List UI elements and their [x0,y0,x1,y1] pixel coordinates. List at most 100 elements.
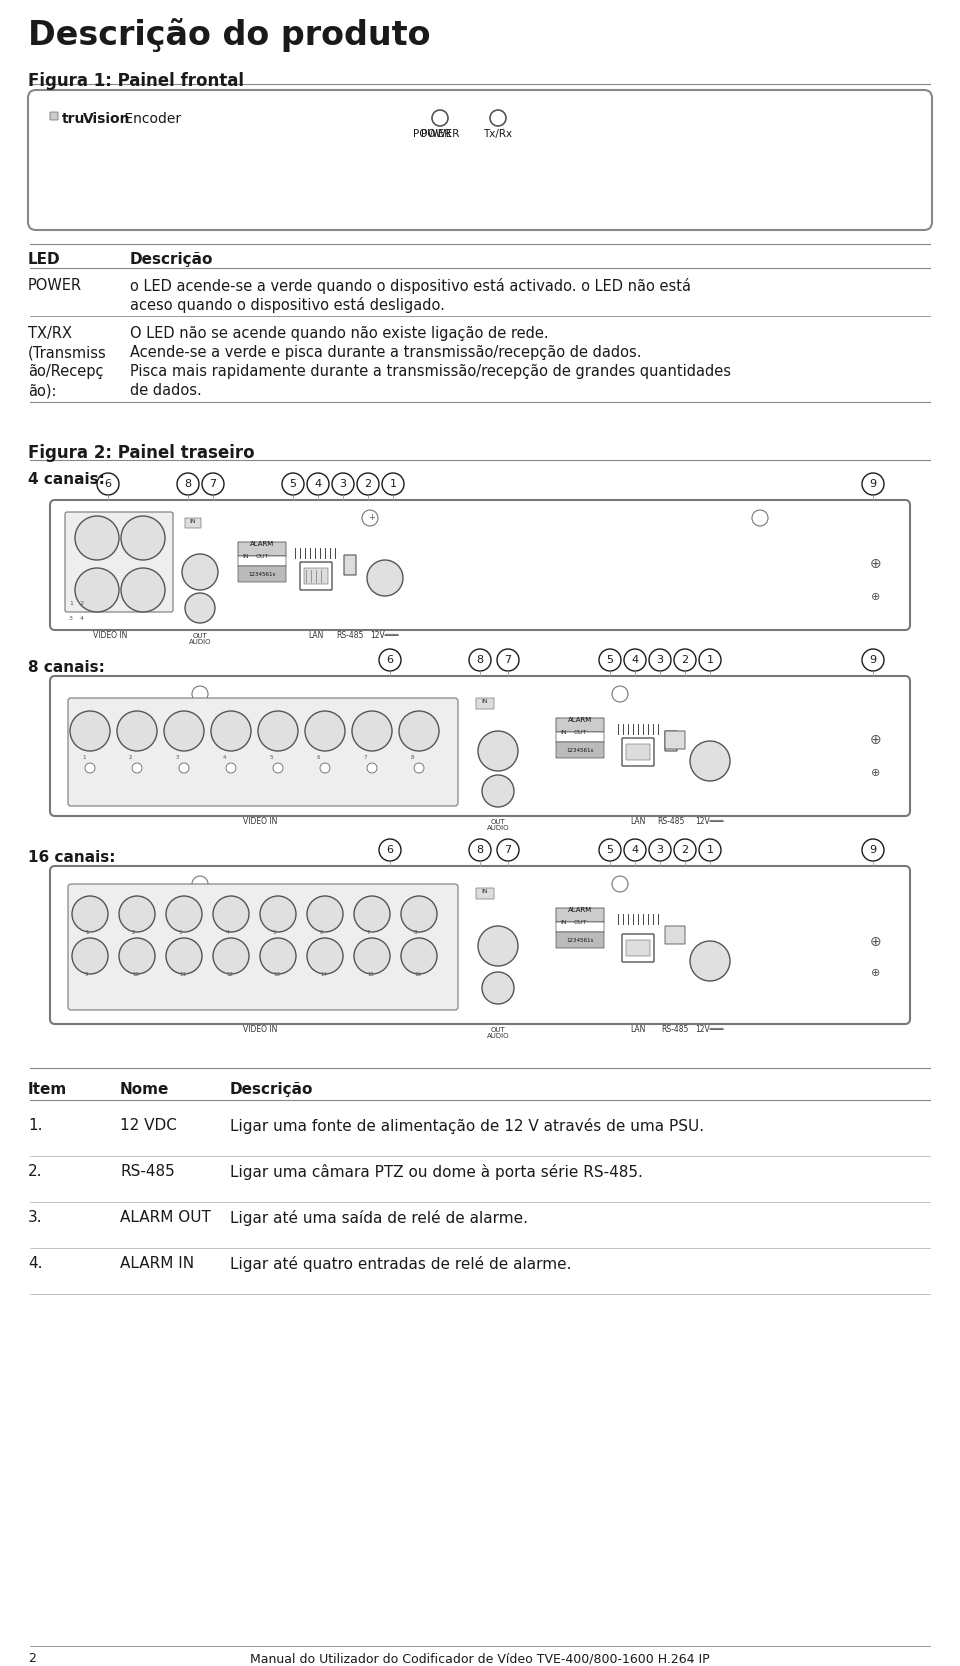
Circle shape [401,938,437,975]
Text: 3.: 3. [28,1210,42,1225]
Circle shape [478,926,518,966]
Text: 4: 4 [223,755,227,760]
Circle shape [121,516,165,560]
FancyBboxPatch shape [556,921,604,931]
Circle shape [75,568,119,611]
Text: Ligar até uma saída de relé de alarme.: Ligar até uma saída de relé de alarme. [230,1210,528,1226]
Text: +: + [368,513,374,521]
Circle shape [179,763,189,773]
Circle shape [399,711,439,751]
Text: 7: 7 [367,930,371,935]
FancyBboxPatch shape [344,555,356,575]
Text: 13: 13 [273,971,280,976]
Text: IN: IN [482,890,489,895]
Text: 6: 6 [320,930,324,935]
Circle shape [382,473,404,495]
Text: 8: 8 [476,845,484,855]
Circle shape [612,876,628,891]
Text: 5: 5 [270,755,274,760]
FancyBboxPatch shape [622,935,654,961]
Circle shape [482,775,514,806]
Text: 2.: 2. [28,1165,42,1180]
Circle shape [166,896,202,931]
FancyBboxPatch shape [65,511,173,611]
FancyBboxPatch shape [626,940,650,956]
Text: RS-485: RS-485 [658,816,684,826]
Text: 4: 4 [632,655,638,665]
FancyBboxPatch shape [50,112,58,120]
Text: 3: 3 [176,755,180,760]
FancyBboxPatch shape [50,500,910,630]
Circle shape [699,650,721,671]
Circle shape [273,763,283,773]
Circle shape [177,473,199,495]
Text: LED: LED [28,252,60,267]
Circle shape [305,711,345,751]
Circle shape [202,473,224,495]
Circle shape [260,938,296,975]
Text: 2: 2 [682,845,688,855]
Text: ALARM: ALARM [568,906,592,913]
Text: 1: 1 [707,845,713,855]
Text: LAN: LAN [631,816,646,826]
Text: OUT: OUT [491,820,505,825]
Text: 9: 9 [870,845,876,855]
Circle shape [132,763,142,773]
Circle shape [85,763,95,773]
Text: Pisca mais rapidamente durante a transmissão/recepção de grandes quantidades: Pisca mais rapidamente durante a transmi… [130,363,731,378]
Circle shape [192,686,208,701]
Circle shape [121,568,165,611]
Circle shape [97,473,119,495]
Circle shape [379,840,401,861]
FancyBboxPatch shape [300,561,332,590]
Circle shape [649,650,671,671]
Text: 12: 12 [226,971,233,976]
Text: 3: 3 [657,845,663,855]
Circle shape [192,876,208,891]
Text: 4: 4 [226,930,229,935]
Circle shape [166,938,202,975]
FancyBboxPatch shape [68,698,458,806]
Text: LAN: LAN [631,1025,646,1035]
Text: Figura 1: Painel frontal: Figura 1: Painel frontal [28,72,244,90]
Text: 4: 4 [80,616,84,621]
Text: Ligar até quatro entradas de relé de alarme.: Ligar até quatro entradas de relé de ala… [230,1256,571,1273]
Circle shape [469,650,491,671]
Text: 6: 6 [387,845,394,855]
Circle shape [307,938,343,975]
FancyBboxPatch shape [238,556,286,566]
Text: 8: 8 [184,480,192,490]
Circle shape [332,473,354,495]
Circle shape [213,938,249,975]
Circle shape [862,473,884,495]
Text: ⊕: ⊕ [872,591,880,601]
Circle shape [213,896,249,931]
FancyBboxPatch shape [665,731,677,751]
Text: POWER: POWER [28,278,83,293]
Circle shape [357,473,379,495]
Circle shape [699,840,721,861]
Text: IN: IN [560,730,566,735]
Text: (Transmiss: (Transmiss [28,345,107,360]
Text: 1: 1 [85,930,88,935]
Text: 15: 15 [367,971,374,976]
Text: ALARM OUT: ALARM OUT [120,1210,211,1225]
Text: 14: 14 [320,971,327,976]
Text: 4.: 4. [28,1256,42,1271]
Text: IN: IN [190,520,196,525]
Text: 5: 5 [607,845,613,855]
Circle shape [649,840,671,861]
Text: OUT: OUT [193,633,207,640]
FancyBboxPatch shape [665,731,685,750]
Circle shape [624,840,646,861]
Text: POWER: POWER [413,128,451,138]
Circle shape [379,650,401,671]
Circle shape [482,971,514,1005]
Text: 7: 7 [504,655,512,665]
Text: 2: 2 [365,480,372,490]
Circle shape [352,711,392,751]
Circle shape [75,516,119,560]
Text: ão):: ão): [28,383,57,398]
Text: 5: 5 [273,930,276,935]
FancyBboxPatch shape [556,731,604,741]
